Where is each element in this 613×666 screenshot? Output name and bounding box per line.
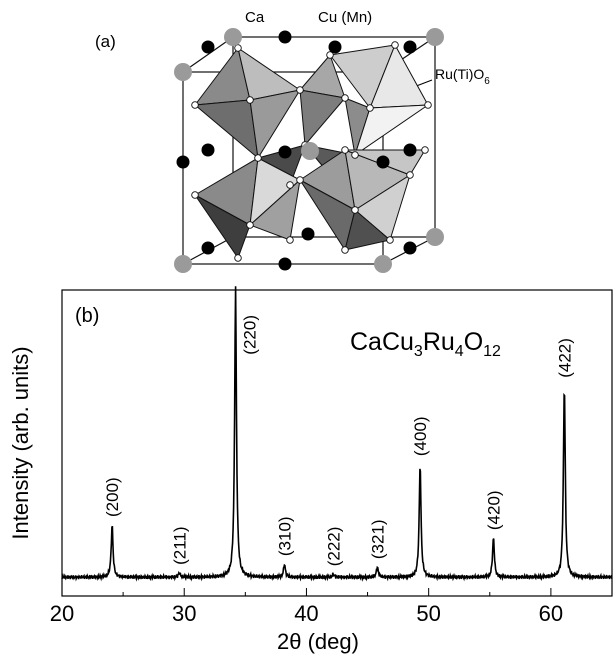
peak-label: (211) (170, 526, 189, 564)
plot-frame (61, 289, 613, 597)
x-tick-label: 50 (416, 601, 440, 626)
panel-a-label: (a) (95, 32, 116, 51)
x-axis-label: 2θ (deg) (277, 629, 359, 654)
peak-label: (321) (368, 519, 387, 559)
x-tick-label: 30 (172, 601, 196, 626)
formula-text: Ru (423, 328, 455, 356)
formula-subscript: 3 (414, 343, 423, 360)
ca-label: Ca (245, 9, 265, 26)
xrd-pattern-line (61, 286, 613, 582)
oxygen-atoms (191, 41, 432, 262)
cu-mn-label: Cu (Mn) (318, 9, 372, 26)
formula-subscript: 4 (455, 343, 464, 360)
peak-label: (220) (241, 315, 260, 355)
peak-label: (422) (555, 338, 574, 378)
crystal-structure-figure: (a) Ca Cu (Mn) Ru(Ti)O6 (95, 9, 490, 273)
peak-label: (310) (275, 516, 294, 556)
x-tick-label: 40 (294, 601, 318, 626)
ru-ti-o6-label: Ru(Ti)O6 (435, 66, 490, 87)
octahedra (194, 44, 429, 259)
panel-b-label: (b) (75, 305, 99, 327)
x-tick-label: 60 (539, 601, 563, 626)
peak-label: (400) (411, 416, 430, 456)
cu-mn-atoms (176, 30, 417, 271)
ca-atoms (174, 28, 444, 273)
peak-label: (420) (484, 490, 503, 530)
formula-text: O (464, 328, 483, 356)
xrd-panel: (b) CaCu3Ru4O12 20 30 40 50 60 (200) (211) (22… (0, 285, 613, 661)
compound-formula: CaCu3Ru4O12 (350, 328, 501, 360)
x-tick-label: 20 (50, 601, 74, 626)
y-axis-label: Intensity (arb. units) (8, 346, 33, 539)
formula-subscript: 12 (483, 343, 501, 360)
crystal-structure-panel: (a) Ca Cu (Mn) Ru(Ti)O6 (0, 0, 613, 285)
xrd-chart: (b) CaCu3Ru4O12 20 30 40 50 60 (200) (211) (22… (8, 286, 613, 654)
peak-label: (222) (324, 527, 343, 567)
peak-label: (200) (103, 477, 122, 517)
formula-text: CaCu (350, 328, 414, 356)
